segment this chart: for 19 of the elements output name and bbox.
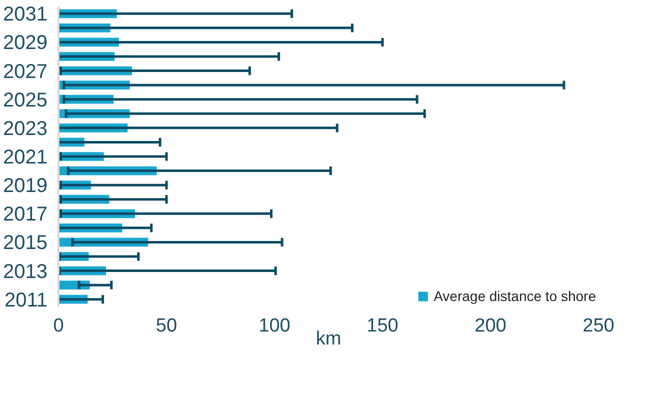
y-tick-label: 2027 xyxy=(3,60,48,83)
y-tick-label: 2011 xyxy=(4,289,48,312)
legend-label: Average distance to shore xyxy=(434,288,596,304)
y-tick-label: 2025 xyxy=(3,89,48,112)
x-tick-label: 50 xyxy=(156,316,178,336)
y-tick-label: 2017 xyxy=(3,204,48,226)
y-tick-label: 2031 xyxy=(3,4,48,26)
x-tick-label: 100 xyxy=(258,316,290,336)
y-tick-label: 2019 xyxy=(3,175,48,198)
y-tick-label: 2029 xyxy=(3,32,48,54)
x-tick-label: 200 xyxy=(474,316,506,336)
y-tick-label: 2013 xyxy=(3,260,48,283)
x-tick-label: 0 xyxy=(53,316,64,336)
y-tick-label: 2023 xyxy=(3,118,48,140)
y-tick-label: 2015 xyxy=(3,232,48,254)
x-tick-label: 250 xyxy=(582,316,614,336)
x-axis-title: km xyxy=(316,328,342,350)
x-tick-label: 150 xyxy=(366,316,398,336)
y-tick-label: 2021 xyxy=(3,146,48,168)
